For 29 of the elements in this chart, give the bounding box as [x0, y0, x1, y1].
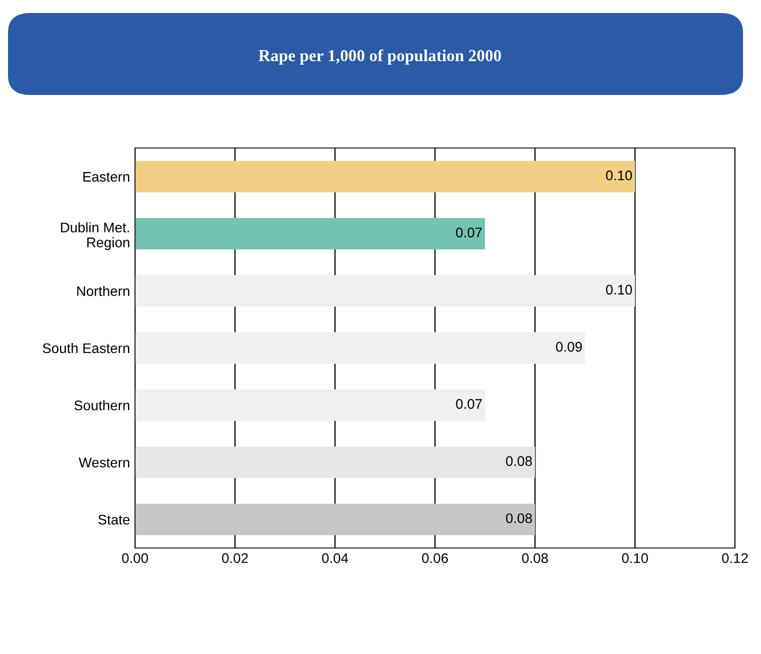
y-tick-label: Southern [74, 400, 130, 410]
bar [135, 160, 635, 192]
y-tick-label: Eastern [83, 172, 130, 182]
data-label: 0.10 [606, 170, 632, 180]
chart-title: Rape per 1,000 of population 2000 [258, 49, 501, 65]
bar [135, 218, 485, 250]
bar [135, 332, 585, 364]
bar [135, 389, 485, 421]
bar [135, 504, 535, 536]
data-label: 0.08 [506, 456, 532, 466]
x-tick-label: 0.06 [422, 553, 448, 564]
y-tick-label: Dublin Met. Region [61, 222, 130, 250]
data-label: 0.08 [506, 513, 532, 524]
data-label: 0.07 [456, 228, 482, 238]
y-tick-label: Western [78, 458, 130, 468]
data-label: 0.09 [556, 342, 582, 352]
x-tick-label: 0.12 [722, 553, 748, 564]
x-tick-label: 0.10 [622, 553, 648, 564]
y-tick-label: State [98, 514, 130, 525]
x-tick-label: 0.00 [122, 553, 148, 564]
x-tick-label: 0.04 [322, 553, 348, 564]
x-tick-label: 0.02 [222, 553, 248, 564]
y-tick-label: Northern [77, 286, 130, 296]
bar [135, 275, 635, 307]
data-label: 0.07 [456, 399, 482, 409]
data-label: 0.10 [606, 284, 632, 295]
bar [135, 446, 535, 478]
y-tick-label: South Eastern [42, 342, 130, 354]
x-tick-label: 0.08 [522, 553, 548, 564]
